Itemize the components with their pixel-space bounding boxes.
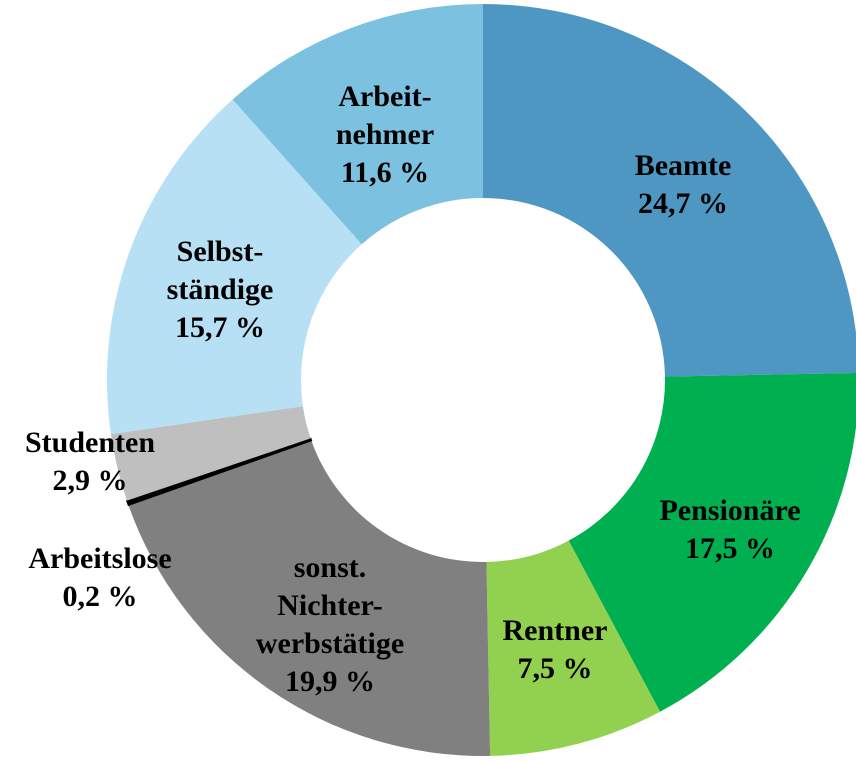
slice-label: Rentner 7,5 % [503, 612, 608, 688]
category-label: Selbst- ständige [166, 235, 274, 306]
category-label: Rentner [502, 614, 608, 647]
value-label: 24,7 % [638, 187, 728, 220]
donut-slice [125, 437, 313, 507]
value-label: 2,9 % [52, 464, 128, 497]
category-label: Arbeit- nehmer [335, 80, 435, 151]
category-label: Beamte [634, 149, 732, 182]
value-label: 19,9 % [284, 665, 375, 698]
slice-label: Beamte 24,7 % [635, 147, 732, 223]
value-label: 17,5 % [684, 532, 775, 565]
value-label: 15,7 % [175, 311, 265, 344]
slice-label: Arbeitslose 0,2 % [28, 540, 171, 616]
donut-slice [486, 540, 660, 756]
category-label: Studenten [24, 426, 156, 459]
slice-label: Pensionäre 17,5 % [659, 492, 800, 568]
donut-slice [483, 4, 856, 377]
donut-slice [110, 406, 311, 501]
donut-slice [107, 99, 362, 435]
donut-slice [232, 4, 483, 245]
slice-label: Arbeit- nehmer 11,6 % [336, 78, 434, 192]
donut-slice [128, 440, 491, 757]
category-label: Arbeitslose [28, 542, 172, 575]
value-label: 7,5 % [517, 652, 593, 685]
slice-label: sonst. Nichter- werbstätige 19,9 % [256, 549, 404, 701]
value-label: 11,6 % [340, 156, 430, 189]
value-label: 0,2 % [62, 580, 138, 613]
category-label: sonst. Nichter- werbstätige [255, 551, 405, 660]
slice-label: Studenten 2,9 % [25, 424, 155, 500]
slice-label: Selbst- ständige 15,7 % [167, 233, 274, 347]
donut-slice [568, 372, 856, 712]
category-label: Pensionäre [659, 494, 801, 527]
